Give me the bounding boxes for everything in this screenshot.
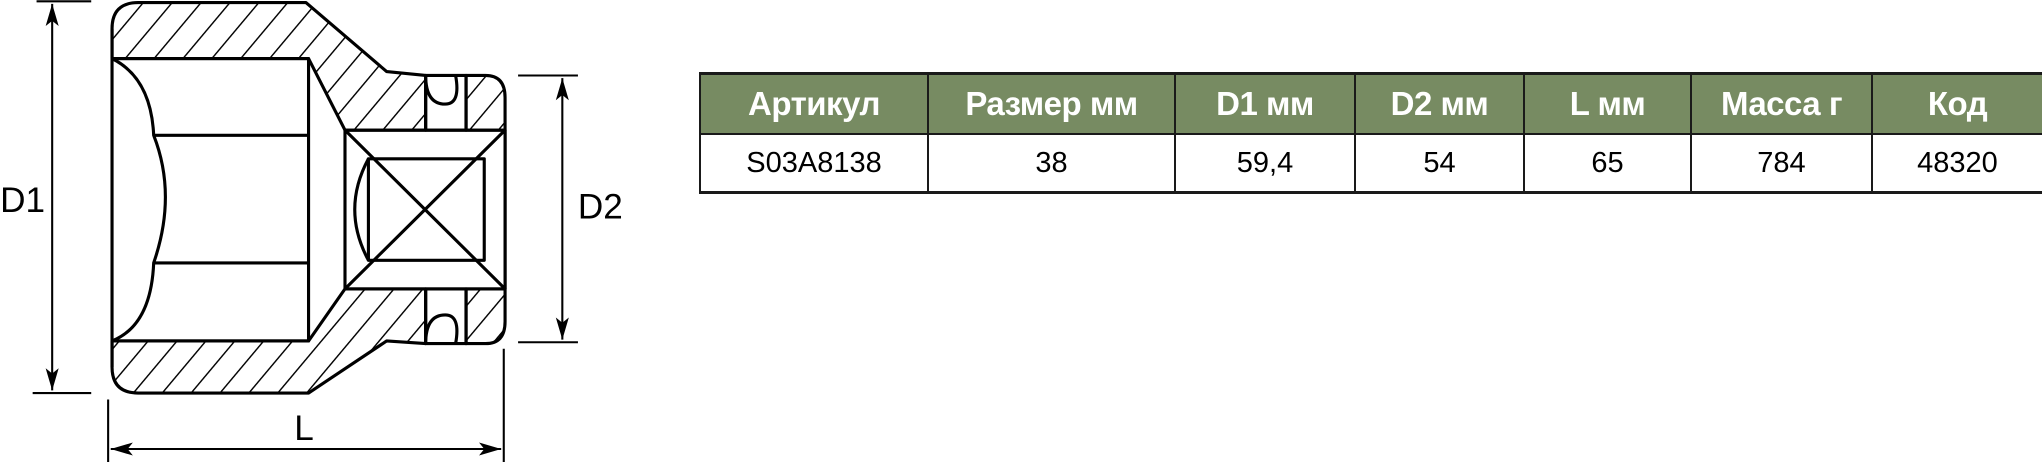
cell-size: 38 xyxy=(927,133,1176,194)
socket-technical-drawing: D1 D2 L xyxy=(0,0,623,462)
hatched-tip-bottom xyxy=(464,287,507,346)
header-d2: D2 мм xyxy=(1354,72,1525,135)
header-d1: D1 мм xyxy=(1174,72,1356,135)
header-article: Артикул xyxy=(699,72,929,135)
hex-cavity xyxy=(112,57,311,343)
d1-label: D1 xyxy=(0,181,45,220)
l-label: L xyxy=(294,409,314,448)
cell-mass: 784 xyxy=(1690,133,1873,194)
d2-dimension-line xyxy=(518,74,578,344)
cell-l: 65 xyxy=(1523,133,1692,194)
cell-article: S03A8138 xyxy=(699,133,929,194)
table-header-row: Артикул Размер мм D1 мм D2 мм L мм Масса… xyxy=(699,72,2042,135)
specification-table: Артикул Размер мм D1 мм D2 мм L мм Масса… xyxy=(699,72,2042,194)
cell-code: 48320 xyxy=(1871,133,2042,194)
header-size: Размер мм xyxy=(927,72,1176,135)
cell-d2: 54 xyxy=(1354,133,1525,194)
d2-label: D2 xyxy=(578,188,623,227)
header-l: L мм xyxy=(1523,72,1692,135)
l-dimension-line xyxy=(107,348,505,462)
header-mass: Масса г xyxy=(1690,72,1873,135)
hatched-top-wall xyxy=(110,1,428,132)
header-code: Код xyxy=(1871,72,2042,135)
drive-square xyxy=(343,128,507,291)
d1-dimension-line xyxy=(32,0,92,395)
hatched-tip-top xyxy=(464,73,507,132)
table-row: S03A8138 38 59,4 54 65 784 48320 xyxy=(699,133,2042,194)
cell-d1: 59,4 xyxy=(1174,133,1356,194)
